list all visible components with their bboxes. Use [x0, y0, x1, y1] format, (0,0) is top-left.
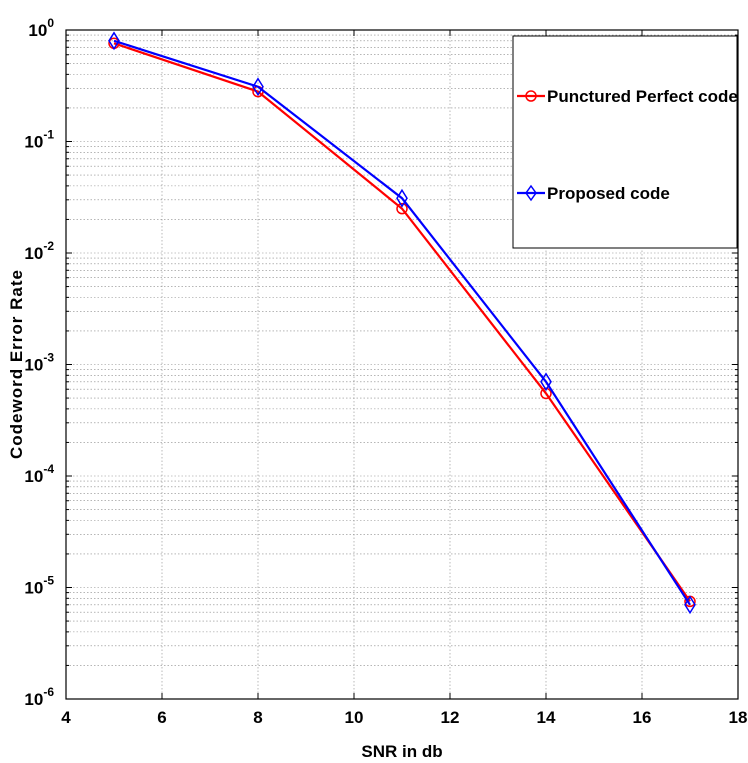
legend-label-proposed: Proposed code — [547, 184, 670, 203]
legend-marker-proposed — [525, 184, 537, 202]
series-point-1 — [684, 595, 696, 615]
x-tick-label: 6 — [157, 708, 166, 727]
axes: 4 6 8 10 12 14 16 18 10-6 10-5 10-4 10-3 10-2 10-1 100 — [24, 16, 747, 727]
x-tick-label: 10 — [345, 708, 364, 727]
y-tick-label: 10-2 — [24, 239, 54, 263]
series-point-0 — [396, 202, 408, 215]
y-tick-label: 100 — [28, 16, 54, 40]
y-axis-label: Codeword Error Rate — [7, 269, 26, 459]
legend: Punctured Perfect code Proposed code — [512, 35, 738, 249]
series-layer — [108, 31, 696, 615]
series-point-1 — [396, 188, 408, 208]
x-tick-label: 14 — [537, 708, 556, 727]
y-tick-label: 10-6 — [24, 685, 54, 709]
x-tick-label: 16 — [633, 708, 652, 727]
x-axis-label: SNR in db — [361, 742, 442, 761]
x-tick-label: 12 — [441, 708, 460, 727]
legend-label-punctured: Punctured Perfect code — [547, 87, 738, 106]
y-tick-label: 10-4 — [24, 462, 54, 486]
series-point-1 — [252, 77, 264, 97]
series-point-1 — [108, 31, 120, 51]
x-tick-label: 4 — [61, 708, 71, 727]
y-tick-label: 10-1 — [24, 128, 54, 152]
series-point-1 — [540, 372, 552, 392]
x-tick-label: 8 — [253, 708, 262, 727]
legend-box — [512, 35, 738, 249]
y-tick-label: 10-5 — [24, 574, 54, 598]
series-line-0 — [113, 42, 691, 603]
y-tick-label: 10-3 — [24, 351, 54, 375]
legend-marker-punctured — [525, 90, 537, 102]
x-tick-label: 18 — [729, 708, 748, 727]
series-line-1 — [113, 39, 691, 606]
